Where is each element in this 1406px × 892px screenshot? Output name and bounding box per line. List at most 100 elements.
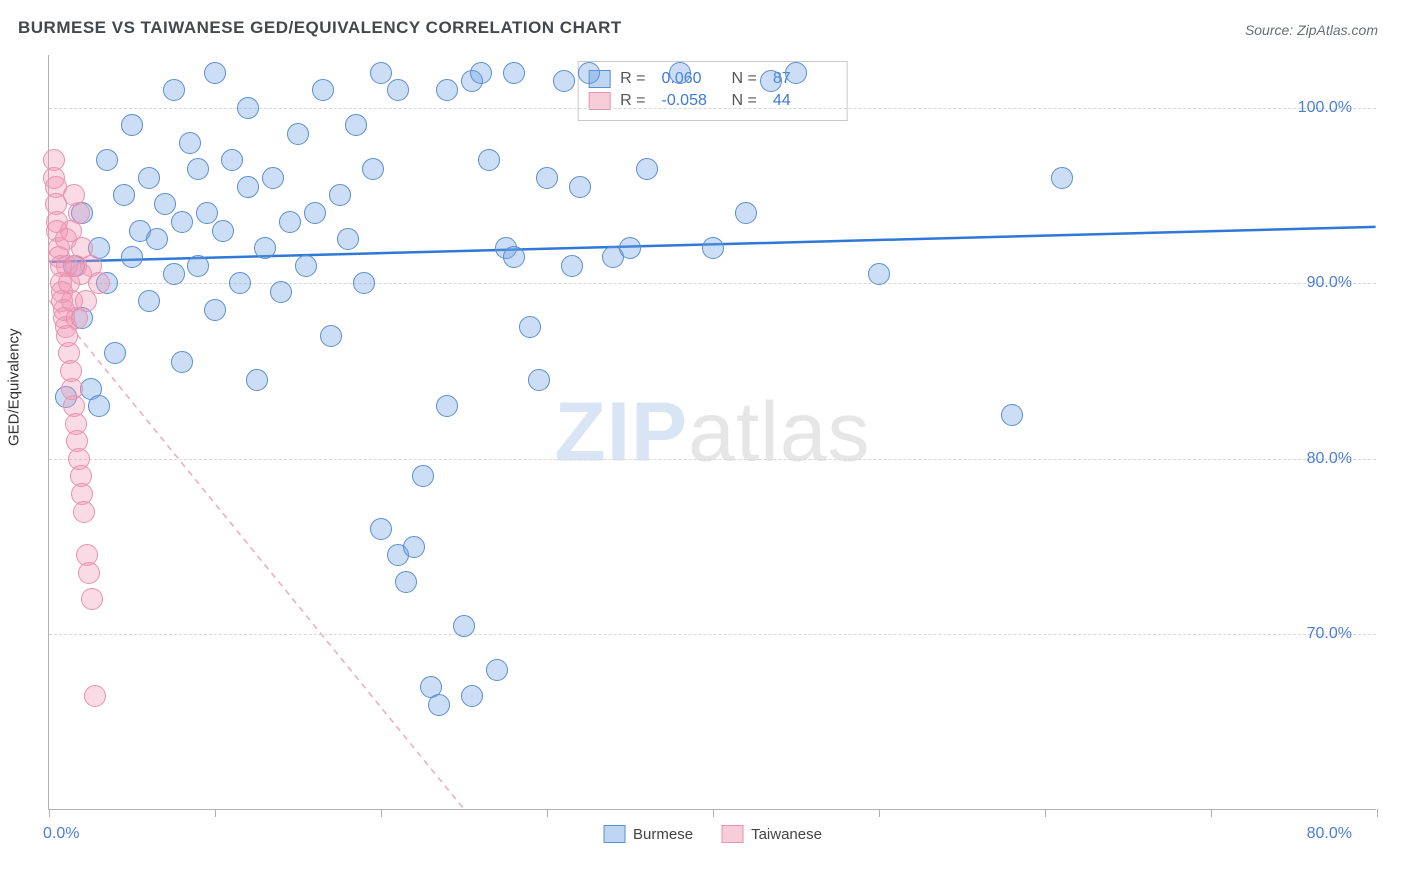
data-point xyxy=(84,685,106,707)
data-point xyxy=(553,70,575,92)
data-point xyxy=(279,211,301,233)
data-point xyxy=(138,290,160,312)
data-point xyxy=(561,255,583,277)
data-point xyxy=(163,79,185,101)
data-point xyxy=(503,62,525,84)
data-point xyxy=(254,237,276,259)
x-tick xyxy=(1211,809,1212,817)
x-tick xyxy=(49,809,50,817)
data-point xyxy=(353,272,375,294)
data-point xyxy=(412,465,434,487)
data-point xyxy=(154,193,176,215)
data-point xyxy=(187,255,209,277)
data-point xyxy=(171,351,193,373)
data-point xyxy=(187,158,209,180)
data-point xyxy=(304,202,326,224)
stats-legend: R =0.060N =87R =-0.058N =44 xyxy=(577,61,848,121)
data-point xyxy=(68,202,90,224)
data-point xyxy=(78,562,100,584)
watermark: ZIPatlas xyxy=(554,384,870,481)
data-point xyxy=(486,659,508,681)
data-point xyxy=(73,501,95,523)
data-point xyxy=(370,62,392,84)
data-point xyxy=(868,263,890,285)
data-point xyxy=(212,220,234,242)
x-tick xyxy=(713,809,714,817)
chart-title: BURMESE VS TAIWANESE GED/EQUIVALENCY COR… xyxy=(18,18,622,38)
data-point xyxy=(121,246,143,268)
data-point xyxy=(171,211,193,233)
data-point xyxy=(370,518,392,540)
data-point xyxy=(536,167,558,189)
x-axis-min-label: 0.0% xyxy=(43,825,79,843)
data-point xyxy=(179,132,201,154)
data-point xyxy=(619,237,641,259)
data-point xyxy=(470,62,492,84)
data-point xyxy=(478,149,500,171)
y-axis-title: GED/Equivalency xyxy=(6,328,23,446)
legend-label: Taiwanese xyxy=(751,826,822,843)
data-point xyxy=(1001,404,1023,426)
legend-item: Taiwanese xyxy=(721,825,822,843)
data-point xyxy=(387,79,409,101)
data-point xyxy=(163,263,185,285)
data-point xyxy=(735,202,757,224)
watermark-atlas: atlas xyxy=(688,385,870,479)
data-point xyxy=(312,79,334,101)
y-tick-label: 70.0% xyxy=(1307,625,1352,643)
data-point xyxy=(204,299,226,321)
data-point xyxy=(569,176,591,198)
data-point xyxy=(146,228,168,250)
data-point xyxy=(320,325,342,347)
data-point xyxy=(96,149,118,171)
data-point xyxy=(204,62,226,84)
x-tick xyxy=(879,809,880,817)
data-point xyxy=(237,176,259,198)
legend-swatch xyxy=(603,825,625,843)
data-point xyxy=(229,272,251,294)
x-tick xyxy=(215,809,216,817)
data-point xyxy=(785,62,807,84)
series-legend: Burmese Taiwanese xyxy=(603,825,822,843)
data-point xyxy=(88,395,110,417)
legend-item: Burmese xyxy=(603,825,693,843)
data-point xyxy=(519,316,541,338)
data-point xyxy=(636,158,658,180)
data-point xyxy=(237,97,259,119)
data-point xyxy=(329,184,351,206)
data-point xyxy=(121,114,143,136)
data-point xyxy=(702,237,724,259)
y-tick-label: 80.0% xyxy=(1307,450,1352,468)
data-point xyxy=(528,369,550,391)
data-point xyxy=(88,272,110,294)
data-point xyxy=(295,255,317,277)
stats-legend-row: R =-0.058N =44 xyxy=(588,90,833,112)
gridline xyxy=(49,634,1376,635)
data-point xyxy=(503,246,525,268)
y-tick-label: 90.0% xyxy=(1307,274,1352,292)
source-attribution: Source: ZipAtlas.com xyxy=(1245,22,1378,38)
data-point xyxy=(287,123,309,145)
data-point xyxy=(262,167,284,189)
x-tick xyxy=(1377,809,1378,817)
data-point xyxy=(270,281,292,303)
stat-r-label: R = xyxy=(620,70,645,88)
data-point xyxy=(578,62,600,84)
watermark-zip: ZIP xyxy=(554,385,688,479)
legend-label: Burmese xyxy=(633,826,693,843)
data-point xyxy=(436,395,458,417)
data-point xyxy=(221,149,243,171)
data-point xyxy=(113,184,135,206)
trend-lines-svg xyxy=(49,55,1376,809)
data-point xyxy=(453,615,475,637)
data-point xyxy=(461,685,483,707)
stat-n-label: N = xyxy=(732,70,757,88)
data-point xyxy=(345,114,367,136)
x-axis-max-label: 80.0% xyxy=(1307,825,1352,843)
legend-swatch xyxy=(721,825,743,843)
data-point xyxy=(104,342,126,364)
data-point xyxy=(138,167,160,189)
data-point xyxy=(337,228,359,250)
data-point xyxy=(1051,167,1073,189)
plot-area: ZIPatlas R =0.060N =87R =-0.058N =44 0.0… xyxy=(48,55,1376,810)
